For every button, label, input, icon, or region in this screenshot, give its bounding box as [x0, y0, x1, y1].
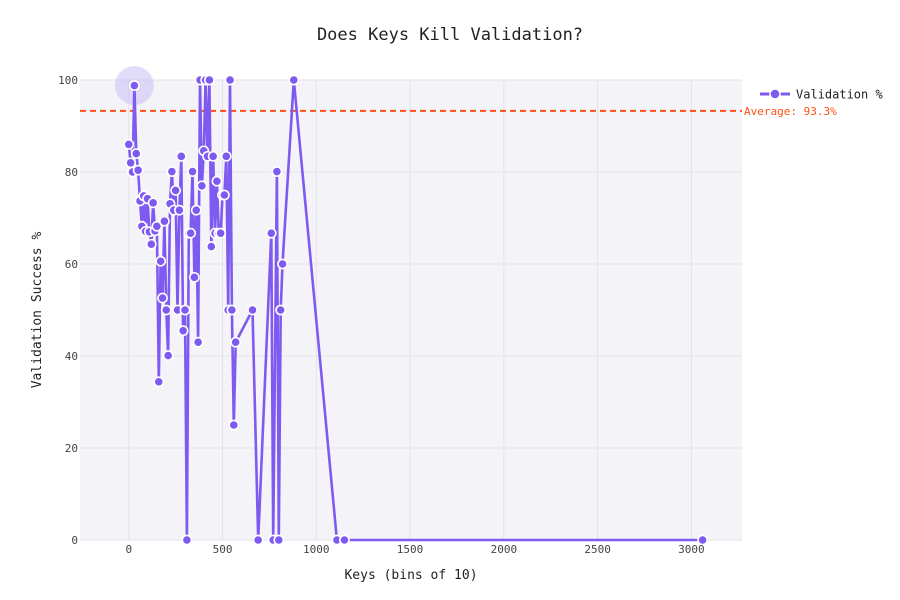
y-tick-label: 100 — [58, 74, 78, 87]
data-point — [265, 227, 277, 239]
average-line-layer: Average: 93.3% — [80, 105, 837, 118]
data-point — [230, 336, 242, 348]
legend-label: Validation % — [796, 88, 883, 102]
data-point — [128, 80, 140, 91]
data-point — [166, 166, 178, 177]
data-point — [219, 189, 230, 201]
data-point — [226, 304, 238, 316]
x-tick-label: 2500 — [584, 543, 611, 556]
average-label: Average: 93.3% — [744, 105, 837, 118]
data-point — [271, 166, 283, 177]
data-point — [157, 292, 168, 304]
data-point — [158, 215, 170, 227]
y-axis-title: Validation Success % — [30, 232, 45, 389]
series-layer — [123, 74, 709, 546]
data-point — [185, 227, 197, 239]
x-tick-label: 0 — [125, 543, 132, 556]
legend-swatch-marker — [769, 88, 781, 100]
data-point — [190, 204, 202, 216]
data-point — [247, 304, 258, 316]
data-point — [228, 419, 240, 431]
data-point — [205, 241, 217, 252]
y-tick-label: 20 — [65, 442, 78, 455]
data-point — [273, 534, 285, 546]
data-point — [170, 184, 182, 196]
x-tick-label: 500 — [213, 543, 233, 556]
x-tick-label: 1500 — [397, 543, 424, 556]
x-axis-title: Keys (bins of 10) — [344, 568, 477, 583]
tick-layer: 0 500 1000 1500 2000 2500 3000 0 20 40 60 80 100 — [58, 74, 704, 556]
data-point — [162, 350, 174, 361]
x-tick-label: 1000 — [303, 543, 330, 556]
data-point — [123, 138, 135, 150]
x-tick-label: 3000 — [678, 543, 705, 556]
data-point — [132, 164, 144, 176]
data-point — [203, 74, 215, 86]
data-point — [177, 325, 189, 337]
data-point — [187, 166, 198, 177]
x-tick-label: 2000 — [491, 543, 518, 556]
data-point — [220, 150, 232, 162]
data-point — [153, 376, 165, 388]
data-point — [125, 157, 137, 169]
y-tick-label: 60 — [65, 258, 78, 271]
data-point — [179, 304, 191, 316]
data-point — [288, 74, 300, 86]
data-point — [160, 304, 172, 316]
y-tick-label: 80 — [65, 166, 78, 179]
data-point — [192, 336, 204, 348]
data-point — [173, 204, 185, 216]
data-point — [147, 197, 159, 209]
data-point — [339, 534, 350, 546]
data-point — [130, 148, 142, 159]
data-point — [188, 271, 200, 283]
data-point — [196, 180, 208, 192]
data-point — [215, 227, 227, 239]
data-point — [207, 150, 219, 162]
data-point — [211, 175, 223, 187]
data-point — [252, 534, 264, 546]
data-point — [151, 220, 163, 232]
chart-title: Does Keys Kill Validation? — [317, 25, 583, 45]
data-point — [145, 238, 157, 250]
data-point — [697, 534, 709, 546]
data-point — [275, 304, 287, 316]
data-point — [155, 255, 167, 267]
y-tick-label: 40 — [65, 350, 78, 363]
data-point — [277, 258, 288, 270]
data-point — [181, 534, 193, 546]
data-point — [175, 150, 187, 162]
data-point — [224, 74, 236, 86]
legend[interactable]: Validation % — [760, 88, 883, 102]
series-line — [127, 78, 703, 542]
y-tick-label: 0 — [71, 534, 78, 547]
